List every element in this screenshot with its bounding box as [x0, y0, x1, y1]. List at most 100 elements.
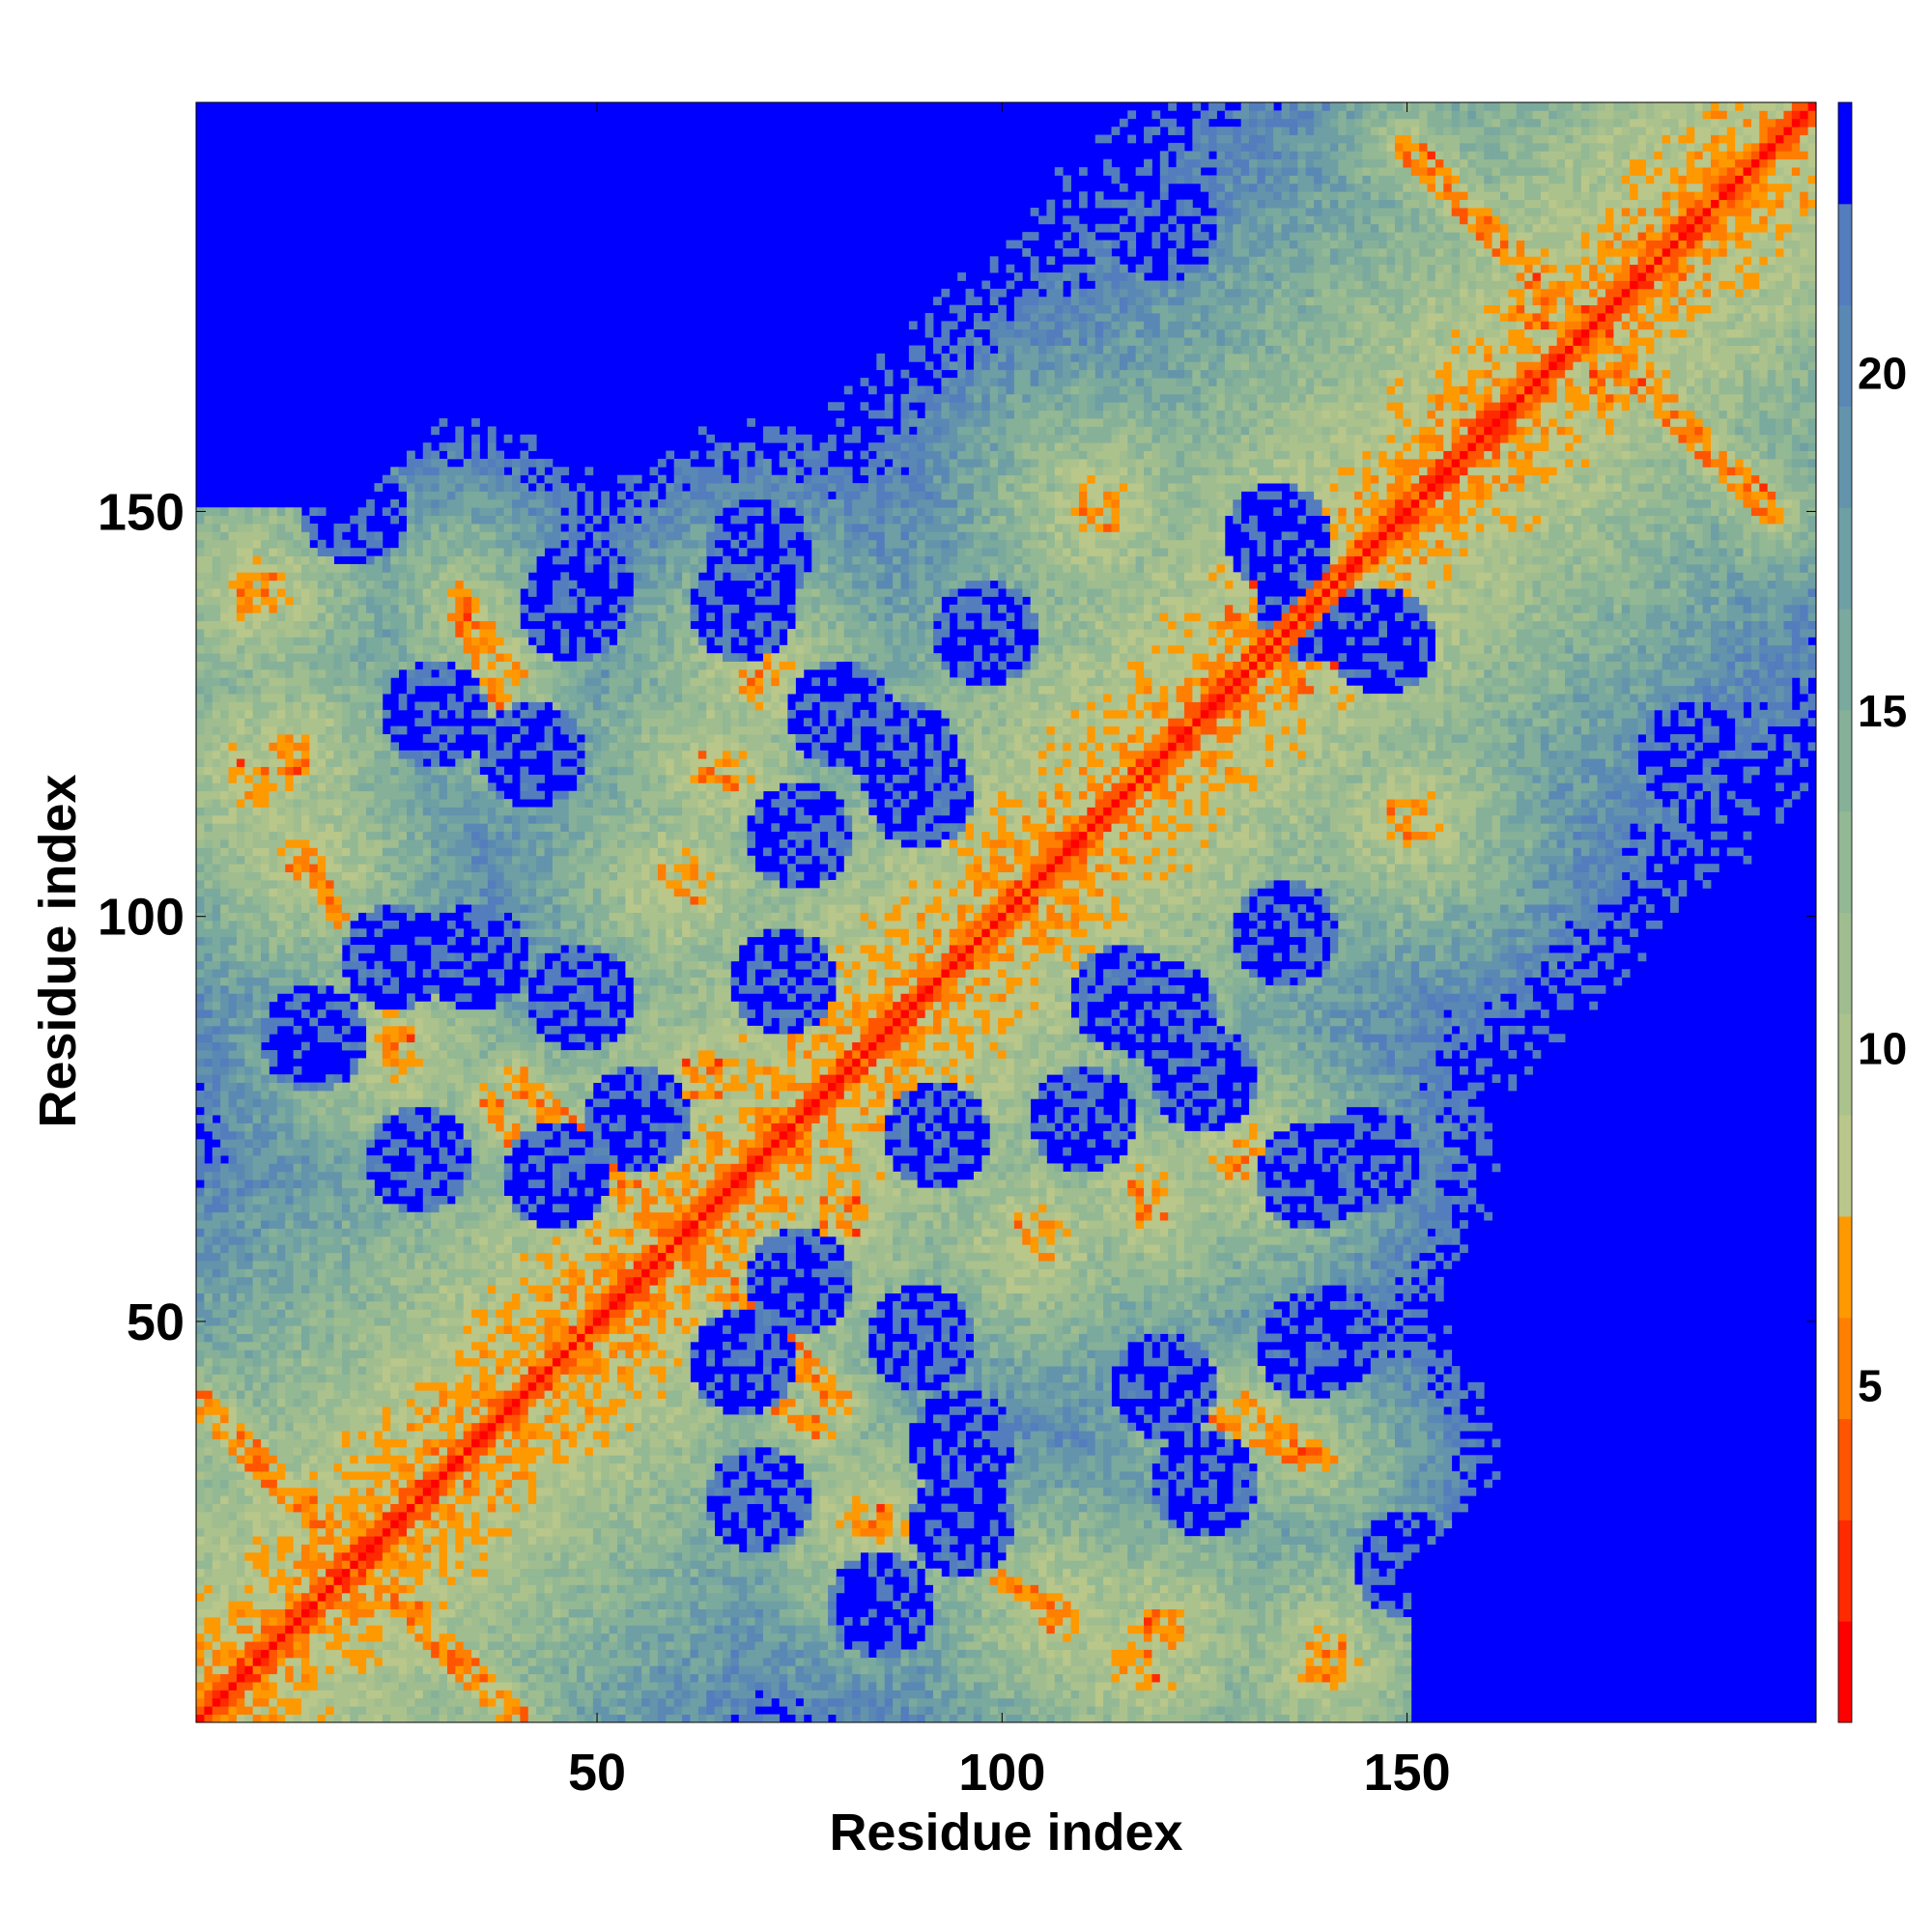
heatmap-cell: [398, 1115, 408, 1123]
heatmap-cell: [204, 1390, 213, 1400]
heatmap-cell: [407, 1463, 415, 1472]
heatmap-cell: [220, 1115, 229, 1123]
heatmap-cell: [414, 588, 424, 597]
heatmap-cell: [471, 620, 480, 630]
heatmap-cell: [455, 491, 465, 500]
heatmap-cell: [261, 734, 270, 743]
heatmap-cell: [261, 1697, 270, 1707]
heatmap-cell: [285, 977, 295, 986]
heatmap-cell: [236, 588, 245, 597]
heatmap-cell: [455, 1374, 465, 1383]
heatmap-cell: [309, 1341, 319, 1350]
heatmap-cell: [276, 1171, 286, 1180]
heatmap-cell: [212, 912, 221, 922]
heatmap-cell: [269, 1268, 278, 1278]
heatmap-cell: [422, 823, 432, 833]
heatmap-cell: [276, 952, 286, 962]
heatmap-cell: [431, 839, 440, 848]
heatmap-cell: [293, 1090, 302, 1099]
heatmap-cell: [446, 1366, 456, 1375]
heatmap-cell: [414, 580, 424, 589]
heatmap-cell: [212, 1560, 221, 1570]
heatmap-cell: [285, 1195, 295, 1205]
heatmap-cell: [446, 814, 456, 824]
heatmap-cell: [479, 1431, 489, 1439]
heatmap-cell: [471, 871, 480, 881]
heatmap-cell: [326, 563, 334, 573]
heatmap-cell: [301, 1155, 310, 1164]
heatmap-cell: [471, 1034, 480, 1043]
heatmap-cell: [463, 1041, 472, 1051]
heatmap-cell: [422, 814, 432, 824]
heatmap-cell: [350, 644, 359, 654]
heatmap-cell: [204, 977, 213, 986]
heatmap-cell: [252, 888, 262, 897]
heatmap-cell: [398, 799, 408, 808]
heatmap-cell: [350, 1357, 359, 1367]
heatmap-cell: [439, 1268, 448, 1278]
heatmap-cell: [293, 1025, 302, 1035]
heatmap-cell: [455, 1487, 465, 1496]
heatmap-cell: [276, 1657, 286, 1666]
heatmap-cell: [463, 1293, 472, 1302]
heatmap-cell: [317, 855, 327, 865]
heatmap-cell: [439, 1682, 448, 1690]
heatmap-cell: [382, 782, 391, 792]
heatmap-cell: [285, 1341, 295, 1350]
heatmap-cell: [309, 1406, 319, 1415]
heatmap-cell: [220, 1495, 229, 1505]
heatmap-cell: [196, 1139, 205, 1149]
heatmap-cell: [236, 1560, 245, 1570]
heatmap-cell: [317, 1560, 327, 1570]
heatmap-cell: [439, 871, 448, 881]
heatmap-cell: [439, 1544, 448, 1553]
heatmap-cell: [341, 1649, 351, 1659]
heatmap-cell: [309, 1228, 319, 1237]
heatmap-cell: [341, 1350, 351, 1359]
heatmap-cell: [431, 1276, 440, 1286]
heatmap-cell: [285, 1584, 295, 1594]
heatmap-cell: [471, 814, 480, 824]
heatmap-cell: [196, 807, 205, 816]
heatmap-cell: [244, 758, 254, 767]
heatmap-cell: [244, 1616, 254, 1626]
heatmap-cell: [471, 1357, 480, 1367]
heatmap-cell: [366, 1390, 375, 1400]
heatmap-cell: [285, 1366, 295, 1375]
heatmap-cell: [366, 653, 375, 662]
heatmap-cell: [293, 1115, 302, 1123]
heatmap-cell: [276, 936, 286, 946]
heatmap-cell: [333, 945, 343, 953]
heatmap-cell: [220, 823, 229, 833]
heatmap-cell: [212, 1163, 221, 1173]
heatmap-cell: [309, 1179, 319, 1188]
heatmap-cell: [269, 1300, 278, 1310]
heatmap-cell: [326, 945, 334, 953]
heatmap-cell: [196, 1649, 205, 1659]
heatmap-cell: [431, 1106, 440, 1116]
heatmap-cell: [455, 1536, 465, 1545]
heatmap-cell: [471, 766, 480, 776]
heatmap-cell: [382, 1041, 391, 1051]
heatmap-cell: [212, 1122, 221, 1132]
heatmap-cell: [398, 1098, 408, 1108]
heatmap-cell: [455, 1058, 465, 1067]
heatmap-cell: [422, 548, 432, 556]
heatmap-cell: [455, 1414, 465, 1424]
heatmap-cell: [398, 1697, 408, 1707]
heatmap-cell: [341, 524, 351, 532]
heatmap-cell: [350, 1657, 359, 1666]
heatmap-cell: [293, 782, 302, 792]
heatmap-cell: [236, 807, 245, 816]
heatmap-cell: [366, 864, 375, 872]
heatmap-cell: [293, 1050, 302, 1059]
heatmap-cell: [252, 879, 262, 889]
heatmap-cell: [333, 1592, 343, 1602]
heatmap-cell: [309, 1293, 319, 1302]
heatmap-cell: [422, 1276, 432, 1286]
heatmap-cell: [212, 920, 221, 929]
heatmap-cell: [439, 661, 448, 670]
heatmap-cell: [285, 1357, 295, 1367]
heatmap-cell: [261, 782, 270, 792]
heatmap-cell: [382, 1697, 391, 1707]
